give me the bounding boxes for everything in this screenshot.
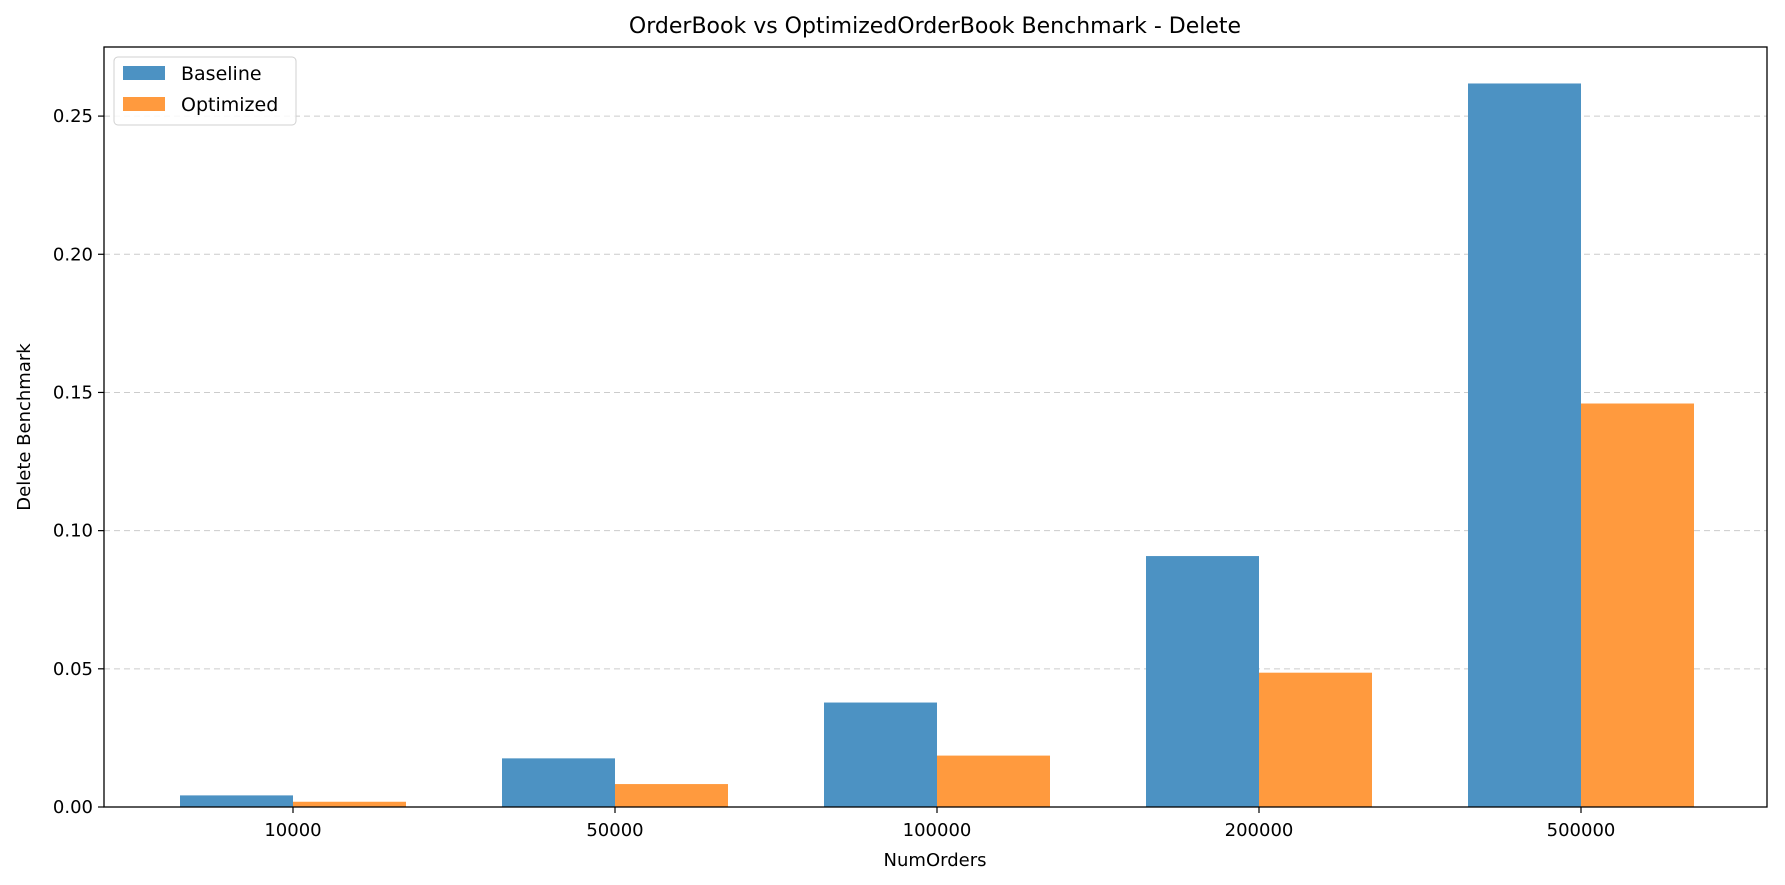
bar-baseline-200000 (1146, 556, 1259, 807)
bar-baseline-500000 (1468, 83, 1581, 808)
y-tick-label: 0.15 (53, 382, 93, 403)
y-tick-label: 0.10 (53, 521, 93, 542)
y-tick-label: 0.05 (53, 659, 93, 680)
plot-frame (103, 46, 1768, 808)
bar-baseline-10000 (180, 795, 293, 807)
x-tick-label: 50000 (586, 820, 643, 841)
y-tick-label: 0.00 (53, 797, 93, 818)
y-tick-label: 0.25 (53, 106, 93, 127)
legend-label-optimized: Optimized (181, 94, 278, 116)
x-tick-label: 10000 (264, 820, 321, 841)
legend-swatch-baseline (123, 66, 165, 80)
x-tick-label: 100000 (903, 820, 972, 841)
bar-optimized-10000 (293, 801, 406, 807)
y-tick-label: 0.20 (53, 244, 93, 265)
bar-baseline-100000 (824, 702, 937, 807)
legend-label-baseline: Baseline (181, 63, 262, 85)
legend: Baseline Optimized (113, 56, 297, 126)
chart-title: OrderBook vs OptimizedOrderBook Benchmar… (629, 14, 1241, 39)
bars (180, 83, 1694, 808)
bar-optimized-100000 (937, 755, 1050, 807)
bar-optimized-50000 (615, 784, 728, 807)
bar-baseline-50000 (502, 758, 615, 807)
x-axis-label: NumOrders (884, 850, 987, 871)
x-axis: 10000 50000 100000 200000 500000 (264, 807, 1615, 841)
x-tick-label: 200000 (1225, 820, 1294, 841)
y-axis-label: Delete Benchmark (14, 343, 35, 511)
legend-swatch-optimized (123, 97, 165, 111)
y-axis: 0.00 0.05 0.10 0.15 0.20 0.25 (53, 106, 104, 818)
bar-optimized-500000 (1581, 403, 1694, 807)
bar-optimized-200000 (1259, 672, 1372, 807)
x-tick-label: 500000 (1547, 820, 1616, 841)
